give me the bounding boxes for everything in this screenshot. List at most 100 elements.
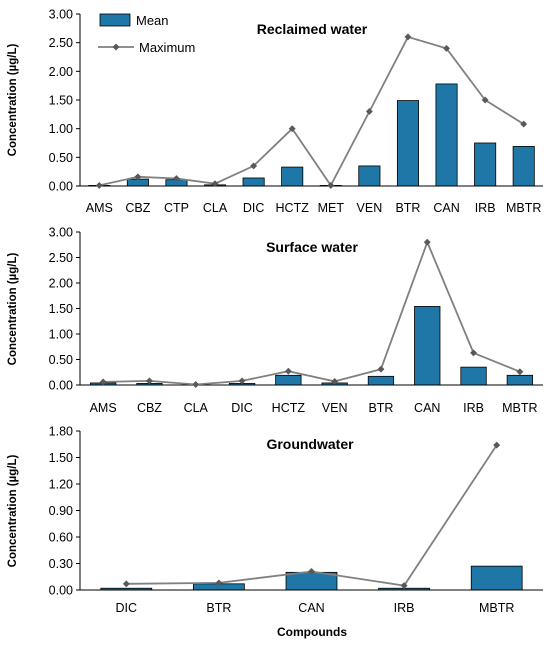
point-maximum <box>307 567 316 576</box>
x-tick-label: CTP <box>164 201 189 215</box>
x-tick-label: CAN <box>414 401 440 415</box>
series-line-maximum <box>103 239 521 386</box>
point-maximum <box>250 162 258 170</box>
point-maximum <box>481 96 489 104</box>
bar-mean <box>414 306 441 386</box>
y-axis-label: Concentration (µg/L) <box>7 454 19 567</box>
point-maximum <box>520 120 528 128</box>
point-maximum <box>284 367 292 375</box>
legend-swatch-mean <box>99 13 131 27</box>
y-tick-label: 1.00 <box>49 328 73 342</box>
chart-panels: 0.00 0.50 1.00 1.50 2.00 2.50 3.00 Concentratio… <box>7 8 543 639</box>
point-maximum <box>122 580 130 588</box>
point-maximum <box>331 377 339 385</box>
x-tick-label: CLA <box>184 401 209 415</box>
x-tick-label: BTR <box>395 201 420 215</box>
y-tick-label: 1.80 <box>49 425 73 439</box>
y-tick-label: 0.00 <box>49 584 73 598</box>
bar-mean <box>281 166 304 187</box>
x-tick-label: CAN <box>433 201 459 215</box>
point-maximum <box>172 174 181 183</box>
x-tick-label: BTR <box>368 401 393 415</box>
y-tick-label: 1.20 <box>49 478 73 492</box>
x-tick-label: VEN <box>357 201 383 215</box>
x-tick-label: MBTR <box>502 401 537 415</box>
x-tick-label: VEN <box>322 401 348 415</box>
y-axis-label: Concentration (µg/L) <box>7 43 19 156</box>
x-tick-label: CBZ <box>137 401 162 415</box>
x-tick-label: IRB <box>475 201 496 215</box>
panel-1: 0.00 0.50 1.00 1.50 2.00 2.50 3.00 Concentratio… <box>7 8 543 215</box>
y-tick-label: 0.00 <box>49 180 73 194</box>
bar-mean <box>474 142 497 187</box>
chart-title: Surface water <box>266 239 358 255</box>
bar-mean <box>367 375 395 386</box>
bar-mean <box>512 146 535 187</box>
point-maximum <box>134 173 142 181</box>
y-tick-label: 2.00 <box>49 65 73 79</box>
x-tick-label: BTR <box>206 601 231 615</box>
point-maximum <box>493 441 501 449</box>
x-tick-label: CAN <box>298 601 324 615</box>
bar-mean <box>506 374 533 386</box>
point-maximum <box>238 377 246 385</box>
bar-mean <box>242 177 265 187</box>
chart-title: Reclaimed water <box>257 21 368 37</box>
y-tick-label: 2.50 <box>49 36 73 50</box>
x-tick-label: DIC <box>116 601 138 615</box>
x-tick-label: MBTR <box>506 201 541 215</box>
series-line-maximum <box>99 35 525 188</box>
point-maximum <box>400 582 408 590</box>
point-maximum <box>404 33 412 41</box>
panel-2: 0.00 0.50 1.00 1.50 2.00 2.50 3.00 Concentratio… <box>7 226 543 415</box>
x-tick-label: DIC <box>243 201 265 215</box>
x-tick-label: DIC <box>231 401 253 415</box>
x-tick-label: HCTZ <box>272 401 306 415</box>
point-maximum <box>442 44 451 52</box>
x-tick-label: CLA <box>203 201 228 215</box>
x-tick-label: MET <box>318 201 345 215</box>
point-maximum <box>145 377 154 385</box>
y-tick-label: 0.30 <box>49 557 73 571</box>
y-tick-label: 3.00 <box>49 8 73 22</box>
point-maximum <box>192 380 200 389</box>
bar-mean <box>275 374 302 386</box>
x-tick-label: CBZ <box>125 201 150 215</box>
point-maximum <box>469 349 478 357</box>
y-tick-label: 1.50 <box>49 451 73 465</box>
y-tick-label: 0.50 <box>49 353 73 367</box>
y-tick-label: 1.00 <box>49 122 73 136</box>
y-tick-label: 1.50 <box>49 94 73 108</box>
legend-label-mean: Mean <box>136 13 169 28</box>
point-maximum <box>516 368 524 376</box>
point-maximum <box>327 181 335 189</box>
legend-marker-maximum <box>112 43 120 51</box>
point-maximum <box>211 180 219 188</box>
bar-mean <box>470 565 523 591</box>
x-tick-label: AMS <box>90 401 117 415</box>
legend-label-maximum: Maximum <box>139 40 195 55</box>
x-tick-label: HCTZ <box>276 201 310 215</box>
point-maximum <box>99 378 107 386</box>
point-maximum <box>423 238 431 246</box>
point-maximum <box>377 365 385 373</box>
y-tick-label: 0.60 <box>49 531 73 545</box>
bar-mean <box>460 366 487 386</box>
point-maximum <box>288 125 296 133</box>
y-tick-label: 1.50 <box>49 302 73 316</box>
x-tick-label: IRB <box>463 401 484 415</box>
bar-mean <box>358 165 381 187</box>
x-axis-label: Compounds <box>277 625 347 639</box>
x-tick-label: IRB <box>394 601 415 615</box>
y-tick-label: 0.00 <box>49 379 73 393</box>
y-tick-label: 0.50 <box>49 151 73 165</box>
y-tick-label: 3.00 <box>49 226 73 240</box>
x-tick-label: MBTR <box>479 601 514 615</box>
y-tick-label: 2.50 <box>49 251 73 265</box>
panel-3: 0.00 0.30 0.60 0.90 1.20 1.50 1.80 Concentratio… <box>7 425 543 639</box>
bar-mean <box>435 83 458 187</box>
x-tick-label: AMS <box>86 201 113 215</box>
series-line-maximum <box>126 444 498 587</box>
point-maximum <box>95 181 103 189</box>
